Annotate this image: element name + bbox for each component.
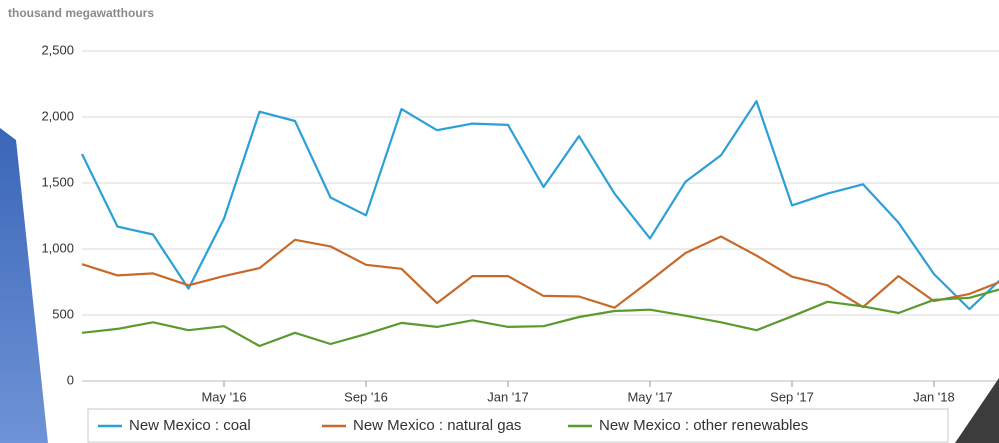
y-axis-label: thousand megawatthours	[8, 6, 154, 20]
y-tick-label: 1,000	[41, 240, 74, 255]
y-tick-label: 1,500	[41, 174, 74, 189]
legend-label: New Mexico : coal	[129, 417, 251, 434]
x-tick-label: Sep '16	[344, 389, 388, 404]
series-line	[81, 288, 999, 348]
series-line	[81, 100, 999, 311]
decor-band	[0, 128, 48, 443]
x-tick-label: Jan '18	[913, 389, 955, 404]
y-tick-label: 0	[67, 372, 74, 387]
decor-corner	[955, 378, 999, 443]
legend	[87, 408, 949, 443]
legend-label: New Mexico : other renewables	[599, 417, 808, 434]
x-tick-label: Jan '17	[487, 389, 529, 404]
legend-label: New Mexico : natural gas	[353, 417, 521, 434]
y-tick-label: 500	[52, 306, 74, 321]
x-tick-label: May '17	[627, 389, 672, 404]
plot-area	[81, 50, 999, 387]
series-line	[81, 235, 999, 309]
y-tick-label: 2,000	[41, 108, 74, 123]
x-tick-label: May '16	[201, 389, 246, 404]
legend-items: New Mexico : coal New Mexico : natural ga…	[98, 417, 808, 434]
x-tick-label: Sep '17	[770, 389, 814, 404]
y-tick-label: 2,500	[41, 42, 74, 57]
